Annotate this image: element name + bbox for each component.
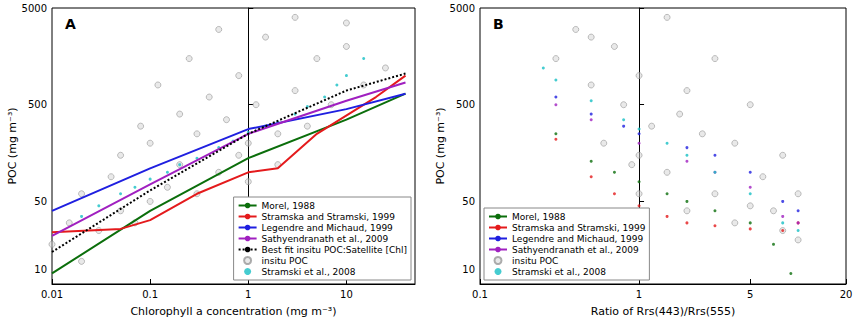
svg-text:Chlorophyll a concentration (m: Chlorophyll a concentration (mg m⁻³) [130,305,336,318]
svg-text:insitu POC: insitu POC [262,256,308,266]
svg-text:A: A [65,16,76,32]
svg-text:10: 10 [462,264,475,275]
svg-text:500: 500 [28,99,47,110]
svg-text:Stramski et al., 2008: Stramski et al., 2008 [512,267,606,277]
svg-text:Legendre and Michaud, 1999: Legendre and Michaud, 1999 [512,234,644,244]
svg-text:Stramska and Stramski, 1999: Stramska and Stramski, 1999 [512,223,646,233]
svg-text:Sathyendranath et al., 2009: Sathyendranath et al., 2009 [512,245,639,255]
svg-text:0.1: 0.1 [142,289,158,300]
svg-text:50: 50 [462,196,475,207]
svg-text:Legendre and Michaud, 1999: Legendre and Michaud, 1999 [262,223,394,233]
svg-text:500: 500 [456,99,475,110]
svg-text:1: 1 [636,289,642,300]
svg-text:POC (mg m⁻³): POC (mg m⁻³) [6,107,19,184]
svg-text:5000: 5000 [450,3,475,14]
svg-text:insitu POC: insitu POC [512,256,558,266]
svg-text:Stramski et al., 2008: Stramski et al., 2008 [262,267,356,277]
svg-text:10: 10 [340,289,353,300]
svg-text:Ratio of Rrs(443)/Rrs(555): Ratio of Rrs(443)/Rrs(555) [591,305,736,318]
svg-text:5: 5 [747,289,753,300]
svg-text:Morel, 1988: Morel, 1988 [262,201,316,211]
svg-text:1: 1 [245,289,251,300]
svg-text:10: 10 [34,264,47,275]
svg-text:0.01: 0.01 [41,289,63,300]
svg-text:Stramska and Stramski, 1999: Stramska and Stramski, 1999 [262,212,396,222]
svg-text:B: B [493,16,504,32]
svg-text:50: 50 [34,196,47,207]
svg-text:POC (mg m⁻³): POC (mg m⁻³) [434,107,447,184]
svg-text:5000: 5000 [22,3,47,14]
svg-text:Morel, 1988: Morel, 1988 [512,212,566,222]
svg-text:20: 20 [840,289,853,300]
svg-text:0.1: 0.1 [472,289,488,300]
svg-text:Best fit insitu POC:Satellite: Best fit insitu POC:Satellite [Chl] [262,245,407,255]
svg-text:Sathyendranath et al., 2009: Sathyendranath et al., 2009 [262,234,389,244]
